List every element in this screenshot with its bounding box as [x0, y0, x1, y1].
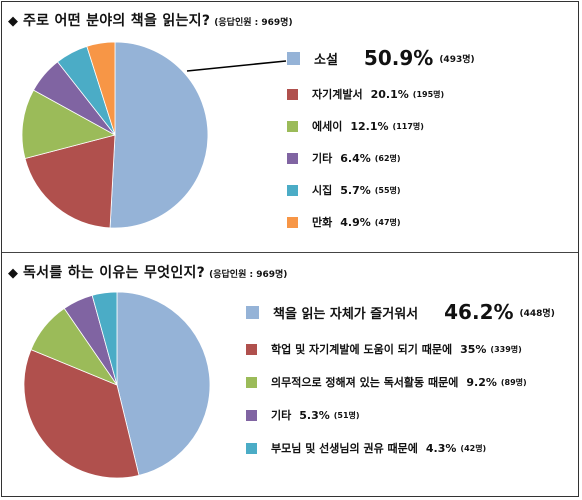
legend-percent: 46.2%: [444, 300, 514, 324]
pie-chart-genres: [21, 41, 287, 229]
legend-percent: 20.1%: [370, 87, 409, 101]
legend-swatch: [287, 216, 298, 228]
legend-count: (89명): [500, 377, 527, 387]
legend-count: (339명): [490, 344, 522, 354]
legend-percent: 50.9%: [363, 46, 434, 70]
legend-label: 부모님 및 선생님의 권유 때문에: [271, 442, 418, 455]
legend-swatch: [287, 152, 298, 164]
legend-label: 만화: [312, 216, 333, 229]
legend-percent: 4.9%: [340, 215, 371, 229]
legend-swatch: [287, 51, 300, 65]
legend-item: 기타 6.4% (62명): [287, 150, 401, 166]
legend-item: 만화 4.9% (47명): [287, 214, 401, 230]
legend-item: 학업 및 자기계발에 도움이 되기 때문에 35% (339명): [246, 341, 522, 357]
pie-slice: [21, 89, 117, 160]
legend-item: 책을 읽는 자체가 즐거워서 46.2% (448명): [246, 300, 555, 324]
legend-percent: 4.3%: [425, 441, 457, 455]
legend-swatch: [246, 305, 259, 319]
legend-reasons: 책을 읽는 자체가 즐거워서 46.2% (448명) 학업 및 자기계발에 도움이 …: [246, 300, 576, 500]
legend-count: (55명): [374, 185, 401, 195]
legend-swatch: [287, 88, 298, 100]
legend-item: 기타 5.3% (51명): [246, 407, 360, 423]
legend-label: 학업 및 자기계발에 도움이 되기 때문에: [271, 343, 453, 356]
legend-percent: 5.3%: [299, 408, 330, 422]
legend-item: 에세이 12.1% (117명): [287, 118, 424, 134]
legend-swatch: [246, 442, 257, 454]
legend-count: (47명): [374, 217, 401, 227]
pie-slice: [109, 41, 209, 229]
legend-count: (51명): [333, 410, 360, 420]
panel-divider: [2, 252, 578, 253]
legend-label: 에세이: [312, 120, 343, 133]
legend-count: (195명): [412, 89, 445, 99]
legend-swatch: [287, 184, 298, 196]
pie-slice: [86, 41, 116, 136]
chart-panel-reasons: ◆ 독서를 하는 이유는 무엇인지? (응답인원 : 969명) 책을 읽는 자…: [0, 252, 582, 500]
legend-item: 의무적으로 정해져 있는 독서활동 때문에 9.2% (89명): [246, 374, 527, 390]
chart-title-row: ◆ 독서를 하는 이유는 무엇인지? (응답인원 : 969명): [8, 262, 287, 282]
chart-subtitle: (응답인원 : 969명): [209, 270, 288, 280]
legend-count: (62명): [374, 153, 401, 163]
legend-item: 부모님 및 선생님의 권유 때문에 4.3% (42명): [246, 440, 486, 456]
legend-label: 책을 읽는 자체가 즐거워서: [273, 306, 419, 322]
legend-item: 시집 5.7% (55명): [287, 182, 401, 198]
legend-label: 소설: [314, 52, 338, 68]
legend-count: (42명): [460, 443, 487, 453]
legend-item: 소설 50.9% (493명): [287, 46, 475, 70]
legend-swatch: [246, 409, 257, 421]
legend-count: (117명): [392, 121, 424, 131]
black-diamond-icon: ◆: [8, 266, 18, 281]
legend-label: 자기계발서: [312, 88, 363, 101]
legend-genres: 소설 50.9% (493명) 자기계발서 20.1% (195명) 에세이 12.1% (11…: [287, 46, 577, 246]
legend-count: (493명): [439, 54, 475, 65]
legend-percent: 12.1%: [350, 119, 389, 133]
legend-label: 기타: [271, 409, 292, 422]
chart-subtitle: (응답인원 : 969명): [214, 18, 293, 28]
legend-swatch: [287, 120, 298, 132]
black-diamond-icon: ◆: [8, 14, 18, 29]
legend-label: 의무적으로 정해져 있는 독서활동 때문에: [271, 376, 459, 389]
legend-percent: 6.4%: [340, 151, 371, 165]
pie-slice: [24, 134, 116, 229]
pie-slice: [23, 349, 140, 479]
pie-chart-reasons: [23, 291, 211, 479]
legend-percent: 5.7%: [340, 183, 371, 197]
pie-slice: [116, 291, 211, 476]
legend-swatch: [246, 343, 257, 355]
legend-label: 시집: [312, 184, 333, 197]
legend-count: (448명): [519, 308, 555, 319]
pie-slice: [91, 291, 118, 386]
legend-label: 기타: [312, 152, 333, 165]
legend-item: 자기계발서 20.1% (195명): [287, 86, 444, 102]
chart-panel-genres: ◆ 주로 어떤 분야의 책을 읽는지? (응답인원 : 969명) 소설 50.9…: [8, 10, 577, 246]
legend-swatch: [246, 376, 257, 388]
legend-percent: 9.2%: [466, 375, 497, 389]
chart-title: 독서를 하는 이유는 무엇인지?: [23, 265, 206, 281]
chart-title: 주로 어떤 분야의 책을 읽는지?: [23, 13, 211, 29]
leader-line: [186, 60, 287, 72]
legend-percent: 35%: [460, 342, 487, 356]
chart-title-row: ◆ 주로 어떤 분야의 책을 읽는지? (응답인원 : 969명): [8, 10, 293, 30]
